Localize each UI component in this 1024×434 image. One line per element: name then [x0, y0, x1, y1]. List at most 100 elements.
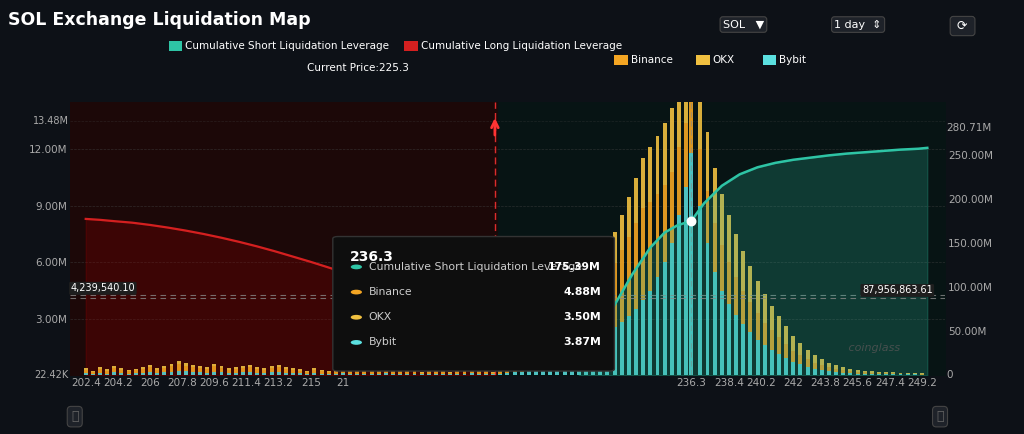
Bar [720, 194, 724, 245]
Bar [835, 365, 838, 369]
Bar [835, 369, 838, 372]
Bar [655, 277, 659, 375]
Bar [634, 309, 638, 375]
Bar [856, 370, 859, 372]
Text: 0: 0 [946, 370, 952, 381]
Bar [689, 153, 693, 375]
Bar [884, 372, 888, 373]
Bar [334, 372, 338, 374]
Bar [183, 371, 187, 375]
Bar [749, 332, 753, 375]
Bar [441, 374, 445, 375]
Bar [541, 368, 545, 375]
Bar [291, 368, 295, 370]
Bar [255, 369, 259, 372]
Bar [319, 370, 324, 371]
Bar [319, 374, 324, 375]
Bar [756, 339, 760, 375]
Bar [648, 290, 652, 375]
Text: 280.71M: 280.71M [946, 123, 991, 133]
Bar [756, 281, 760, 313]
Bar [562, 361, 566, 375]
Bar [255, 367, 259, 369]
Bar [741, 325, 745, 375]
Bar [727, 304, 731, 375]
Bar [105, 369, 110, 371]
Bar [177, 364, 180, 371]
Bar [792, 362, 796, 375]
Bar [884, 374, 888, 375]
Bar [384, 369, 388, 371]
Bar [898, 373, 902, 374]
Bar [713, 272, 717, 375]
Bar [763, 294, 767, 322]
Bar [177, 361, 180, 364]
Bar [799, 365, 803, 375]
Bar [212, 364, 216, 366]
Bar [891, 372, 895, 373]
Bar [362, 372, 367, 374]
Bar [534, 369, 538, 375]
Bar [513, 366, 516, 368]
Bar [641, 158, 645, 208]
Bar [620, 250, 624, 322]
Bar [269, 366, 273, 368]
Bar [598, 289, 602, 339]
Bar [706, 243, 710, 375]
Bar [663, 123, 667, 185]
Bar [920, 373, 924, 374]
Bar [456, 374, 460, 375]
Bar [813, 362, 817, 368]
Bar [835, 372, 838, 375]
Bar [427, 374, 431, 375]
Bar [663, 262, 667, 375]
Bar [527, 364, 530, 371]
Bar [233, 367, 238, 369]
Bar [870, 372, 873, 373]
Bar [706, 191, 710, 243]
Bar [413, 374, 417, 375]
Bar [134, 369, 137, 370]
Bar [713, 223, 717, 272]
Bar [355, 374, 359, 375]
Bar [198, 366, 202, 368]
Bar [912, 373, 916, 374]
Bar [506, 370, 509, 373]
Bar [105, 374, 110, 375]
Bar [734, 315, 738, 375]
Bar [492, 373, 495, 375]
Bar [219, 372, 223, 375]
Bar [863, 374, 866, 375]
Bar [205, 369, 209, 373]
Bar [441, 372, 445, 374]
Bar [434, 374, 438, 375]
Bar [799, 343, 803, 355]
Bar [163, 372, 166, 375]
Bar [813, 355, 817, 362]
Bar [427, 372, 431, 374]
Bar [820, 365, 824, 370]
Bar [784, 326, 788, 344]
Text: OKX: OKX [713, 55, 735, 65]
Bar [513, 368, 516, 372]
Bar [163, 366, 166, 368]
Bar [620, 322, 624, 375]
Bar [506, 373, 509, 375]
Bar [477, 372, 481, 374]
Bar [856, 374, 859, 375]
Bar [763, 322, 767, 345]
Bar [219, 368, 223, 372]
Bar [577, 326, 581, 354]
Bar [120, 370, 124, 373]
Bar [799, 355, 803, 365]
Bar [806, 359, 810, 367]
Bar [499, 372, 502, 374]
Bar [612, 263, 616, 327]
Bar [312, 370, 316, 373]
Bar [105, 371, 110, 374]
Bar [792, 351, 796, 362]
Bar [905, 373, 909, 374]
Bar [370, 374, 374, 375]
Bar [520, 372, 523, 375]
Bar [555, 349, 559, 364]
